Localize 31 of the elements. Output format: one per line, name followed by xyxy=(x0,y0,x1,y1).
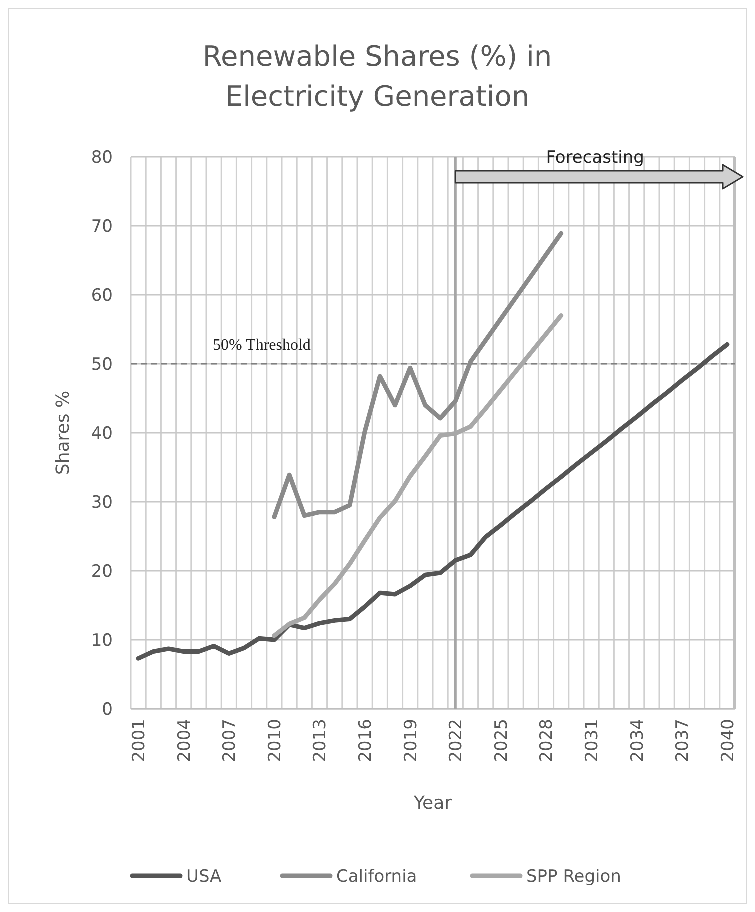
annotation: Forecasting xyxy=(546,148,644,168)
y-tick-label: 40 xyxy=(91,424,113,444)
x-tick-label: 2037 xyxy=(673,719,694,762)
x-tick-label: 2010 xyxy=(265,719,286,762)
x-tick-label: 2028 xyxy=(537,719,558,762)
x-tick-label: 2019 xyxy=(401,719,422,762)
x-axis-title: Year xyxy=(412,793,453,814)
y-tick-label: 10 xyxy=(91,630,113,651)
x-tick-label: 2007 xyxy=(220,719,240,762)
x-tick-label: 2022 xyxy=(446,719,467,762)
legend-label: SPP Region xyxy=(526,866,622,887)
ref-line-label: 50% Threshold xyxy=(213,337,311,354)
x-tick-label: 2025 xyxy=(492,719,512,762)
x-tick-label: 2016 xyxy=(356,719,376,762)
y-tick-label: 20 xyxy=(91,562,113,582)
y-tick-label: 50 xyxy=(91,354,113,375)
chart-title: Renewable Shares (%) in Electricity Generation xyxy=(202,40,552,113)
x-tick-label: 2034 xyxy=(628,719,648,762)
y-tick-label: 30 xyxy=(91,492,113,513)
x-tick-label: 2031 xyxy=(582,719,602,762)
y-axis-title: Shares % xyxy=(53,390,74,476)
y-tick-label: 70 xyxy=(91,216,113,237)
legend-label: USA xyxy=(186,866,222,887)
x-tick-label: 2040 xyxy=(718,719,738,762)
y-tick-label: 60 xyxy=(91,286,113,306)
x-tick-label: 2013 xyxy=(310,719,331,762)
y-tick-label: 0 xyxy=(102,700,113,720)
legend-label: California xyxy=(336,866,418,887)
x-tick-label: 2001 xyxy=(130,719,150,762)
y-tick-label: 80 xyxy=(91,148,113,168)
x-tick-label: 2004 xyxy=(174,719,195,762)
